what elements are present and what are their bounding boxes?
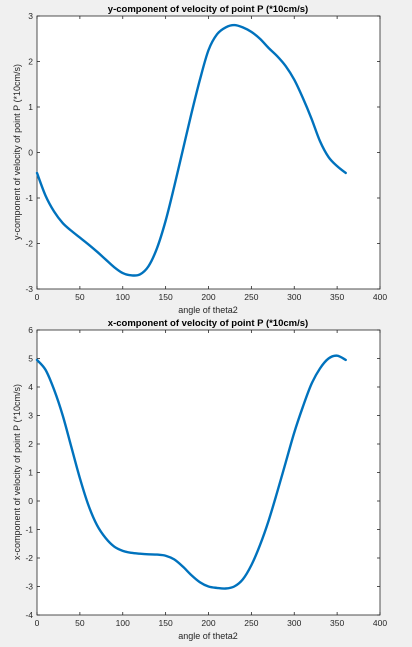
x-velocity-plot-area bbox=[36, 329, 381, 616]
y-velocity-y-tick-label: -3 bbox=[25, 284, 33, 294]
x-velocity-y-tick-label: 2 bbox=[28, 439, 33, 449]
y-velocity-plot-area bbox=[36, 15, 381, 290]
x-velocity-x-tick-label: 200 bbox=[201, 618, 215, 628]
y-velocity-y-tick-label: 0 bbox=[28, 148, 33, 158]
x-velocity-series-line bbox=[35, 354, 347, 590]
y-velocity-y-axis-label: y-component of velocity of point P (*10c… bbox=[12, 64, 22, 240]
x-velocity-y-tick-label: 3 bbox=[28, 411, 33, 421]
x-velocity-y-axis-label: x-component of velocity of point P (*10c… bbox=[12, 384, 22, 560]
y-velocity-chart-title: y-component of velocity of point P (*10c… bbox=[108, 4, 308, 15]
x-velocity-x-tick-label: 100 bbox=[116, 618, 130, 628]
y-velocity-x-tick-label: 150 bbox=[159, 292, 173, 302]
x-velocity-x-tick-label: 0 bbox=[35, 618, 40, 628]
x-velocity-y-tick-label: 0 bbox=[28, 496, 33, 506]
y-velocity-y-tick-label: -2 bbox=[25, 239, 33, 249]
x-velocity-chart-title: x-component of velocity of point P (*10c… bbox=[108, 318, 308, 329]
y-velocity-y-tick-label: 1 bbox=[28, 102, 33, 112]
x-velocity-y-tick-label: -4 bbox=[25, 610, 33, 620]
y-velocity-chart: y-component of velocity of point P (*10c… bbox=[12, 4, 387, 315]
y-velocity-x-tick-label: 50 bbox=[75, 292, 85, 302]
y-velocity-x-tick-label: 250 bbox=[244, 292, 258, 302]
y-velocity-x-tick-label: 0 bbox=[35, 292, 40, 302]
y-velocity-x-tick-label: 100 bbox=[116, 292, 130, 302]
x-velocity-y-tick-label: -2 bbox=[25, 553, 33, 563]
y-velocity-y-tick-label: -1 bbox=[25, 193, 33, 203]
x-velocity-y-tick-label: -1 bbox=[25, 525, 33, 535]
x-velocity-y-tick-label: -3 bbox=[25, 582, 33, 592]
x-velocity-y-tick-label: 6 bbox=[28, 325, 33, 335]
x-velocity-y-tick-label: 5 bbox=[28, 354, 33, 364]
x-velocity-chart: x-component of velocity of point P (*10c… bbox=[12, 318, 387, 641]
x-velocity-x-tick-label: 350 bbox=[330, 618, 344, 628]
y-velocity-x-axis-label: angle of theta2 bbox=[178, 305, 238, 315]
y-velocity-y-tick-label: 3 bbox=[28, 11, 33, 21]
x-velocity-y-tick-label: 4 bbox=[28, 382, 33, 392]
x-velocity-y-tick-label: 1 bbox=[28, 468, 33, 478]
y-velocity-x-tick-label: 200 bbox=[201, 292, 215, 302]
x-velocity-x-tick-label: 400 bbox=[373, 618, 387, 628]
y-velocity-x-tick-label: 350 bbox=[330, 292, 344, 302]
y-velocity-x-tick-label: 300 bbox=[287, 292, 301, 302]
x-velocity-x-tick-label: 300 bbox=[287, 618, 301, 628]
x-velocity-x-tick-label: 50 bbox=[75, 618, 85, 628]
x-velocity-x-axis-label: angle of theta2 bbox=[178, 631, 238, 641]
x-velocity-x-tick-label: 250 bbox=[244, 618, 258, 628]
y-velocity-series-line bbox=[35, 23, 347, 277]
y-velocity-x-tick-label: 400 bbox=[373, 292, 387, 302]
x-velocity-x-tick-label: 150 bbox=[159, 618, 173, 628]
y-velocity-y-tick-label: 2 bbox=[28, 57, 33, 67]
